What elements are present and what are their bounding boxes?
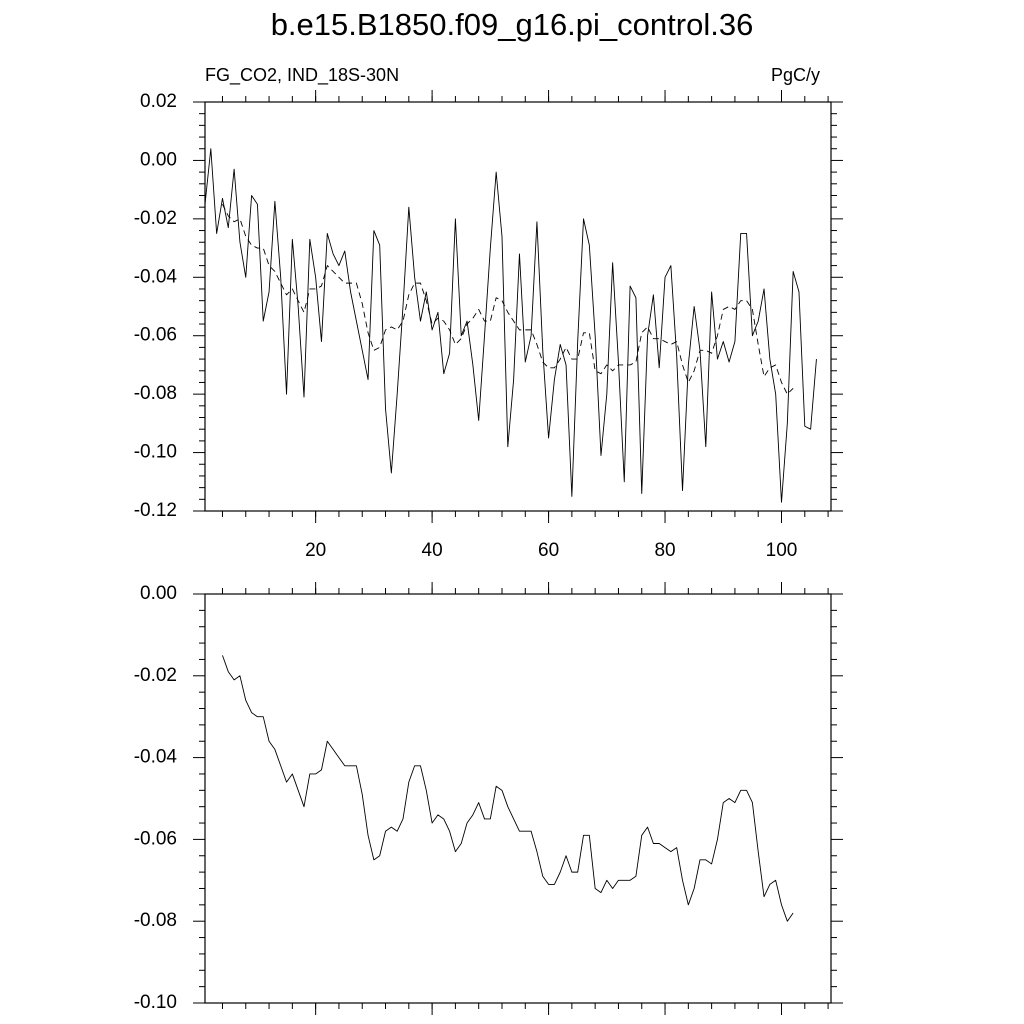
y-tick-label: 0.02 [140,91,177,112]
y-tick-label: -0.02 [134,665,177,686]
x-tick-label: 100 [766,540,798,561]
plot-frame [204,101,832,512]
y-tick-label: 0.00 [140,149,177,170]
chart-title: b.e15.B1850.f09_g16.pi_control.36 [271,7,754,42]
y-tick-label: -0.12 [134,500,177,521]
data-line [222,655,794,922]
x-tick-label: 40 [422,540,443,561]
data-line [204,148,817,503]
plot-frame [204,593,832,1004]
y-tick-label: -0.10 [134,442,177,463]
data-line [222,204,794,395]
y-tick-label: 0.00 [140,583,177,604]
y-tick-label: -0.08 [134,383,177,404]
x-tick-label: 20 [305,540,326,561]
y-tick-label: -0.04 [134,266,178,287]
y-tick-label: -0.08 [134,910,177,931]
y-tick-label: -0.04 [134,747,178,768]
y-tick-label: -0.10 [134,992,177,1013]
subtitle: FG_CO2, IND_18S-30N [205,65,399,86]
x-tick-label: 60 [538,540,559,561]
units: PgC/y [771,65,820,85]
y-tick-label: -0.06 [134,828,177,849]
y-tick-label: -0.06 [134,325,177,346]
x-tick-label: 80 [654,540,675,561]
y-tick-label: -0.02 [134,208,177,229]
